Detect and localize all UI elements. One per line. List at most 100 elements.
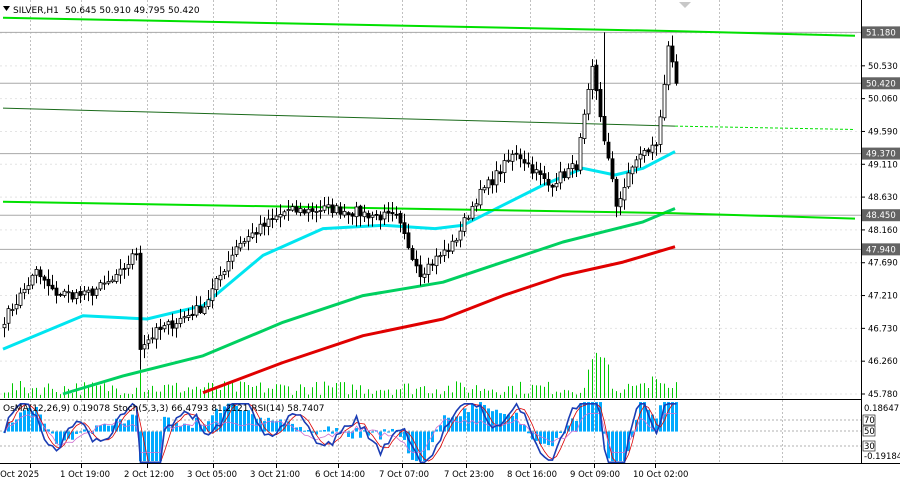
candle-body (38, 269, 43, 278)
stochastic-main-line (3, 402, 677, 463)
osma-histogram-bar (315, 431, 318, 435)
price-tick-label: 48.630 (868, 193, 898, 203)
candle-body (494, 170, 499, 186)
candle (414, 250, 419, 274)
chevron-down-icon[interactable] (3, 6, 10, 11)
candle-body (394, 213, 399, 216)
candle (222, 268, 227, 280)
price-tag-label: 50.420 (866, 79, 896, 89)
candle-body (486, 179, 491, 189)
oscillator-level-label: 30 (864, 442, 875, 452)
candle (462, 213, 467, 237)
candle (550, 183, 555, 197)
osma-histogram-bar (651, 414, 654, 432)
osma-histogram-bar (119, 419, 122, 432)
candle (394, 206, 399, 219)
osma-histogram-bar (559, 431, 562, 433)
osma-histogram-bar (291, 423, 294, 432)
candle (430, 259, 435, 271)
candle-body (206, 299, 211, 307)
candle (514, 145, 519, 161)
osma-histogram-bar (195, 417, 198, 432)
candle-body (202, 306, 207, 314)
candle-body (478, 188, 483, 206)
candle (258, 215, 263, 237)
osma-histogram-bar (363, 430, 366, 432)
osma-histogram-bar (511, 415, 514, 432)
chart-header: SILVER,H1 50.645 50.910 49.795 50.420 (3, 6, 200, 16)
candle (110, 275, 115, 284)
candle (82, 285, 87, 300)
osma-histogram-bar (555, 431, 558, 438)
candle (562, 168, 567, 182)
price-tick-label: 48.160 (868, 226, 898, 236)
candle-body (46, 278, 51, 287)
candle-body (310, 208, 315, 212)
osma-histogram-bar (483, 404, 486, 432)
time-tick-label: 6 Oct 14:00 (315, 470, 365, 480)
osma-histogram-bar (155, 431, 158, 462)
candle (166, 319, 171, 335)
candle-body (458, 230, 463, 241)
osma-histogram-bar (247, 410, 250, 432)
osma-histogram-bar (123, 423, 126, 432)
candle (574, 160, 579, 178)
osma-histogram-bar (159, 431, 162, 462)
candle-body (294, 206, 299, 213)
candle-body (2, 323, 7, 329)
candle (62, 288, 67, 298)
osma-histogram-bar (515, 412, 518, 432)
candle-body (14, 304, 19, 310)
candle (378, 211, 383, 230)
candle (338, 202, 343, 219)
osma-histogram-bar (47, 429, 50, 432)
osma-histogram-bar (567, 425, 570, 432)
osma-histogram-bar (407, 431, 410, 454)
candle-body (274, 215, 279, 221)
osma-histogram-bar (135, 415, 138, 432)
candle-body (366, 212, 371, 219)
osma-histogram-bar (383, 429, 386, 432)
candle-body (410, 248, 415, 260)
price-tag-box (862, 77, 900, 90)
candle-body (386, 210, 391, 214)
candle (334, 203, 339, 215)
indicator-readout: OsMA(12,26,9) 0.19078 Stoch(5,3,3) 66.47… (3, 404, 325, 414)
candle (506, 149, 511, 163)
candle-body (518, 154, 523, 160)
osma-histogram-bar (223, 406, 226, 432)
candle (218, 266, 223, 287)
osma-histogram-bar (235, 405, 238, 432)
osma-histogram-bar (347, 431, 350, 437)
candle-body (258, 223, 263, 235)
candle-body (450, 240, 455, 252)
candle-body (66, 291, 71, 294)
osma-histogram-bar (575, 420, 578, 432)
osma-histogram-bar (147, 431, 150, 462)
candle-body (138, 252, 143, 350)
osma-histogram-bar (71, 431, 74, 440)
candle (66, 284, 71, 303)
candle (434, 248, 439, 275)
osma-histogram-bar (639, 402, 642, 432)
price-tag-box (862, 209, 900, 222)
channel-mid-line (2, 107, 676, 127)
candle (350, 211, 355, 225)
price-tick-label: 50.060 (868, 95, 898, 105)
candle-body (178, 317, 183, 324)
candle (298, 202, 303, 217)
osma-histogram-bar (239, 410, 242, 432)
chart-shift-icon[interactable] (679, 2, 691, 8)
candle-body (570, 163, 575, 169)
candle (270, 208, 275, 229)
osma-histogram-bar (631, 431, 634, 438)
candle-body (170, 320, 175, 329)
osma-histogram-bar (519, 424, 522, 432)
osma-histogram-bar (163, 416, 166, 432)
candle-body (658, 116, 663, 145)
candle-body (110, 279, 115, 283)
candle (238, 236, 243, 252)
candle (674, 54, 679, 86)
osma-histogram-bar (587, 402, 590, 432)
